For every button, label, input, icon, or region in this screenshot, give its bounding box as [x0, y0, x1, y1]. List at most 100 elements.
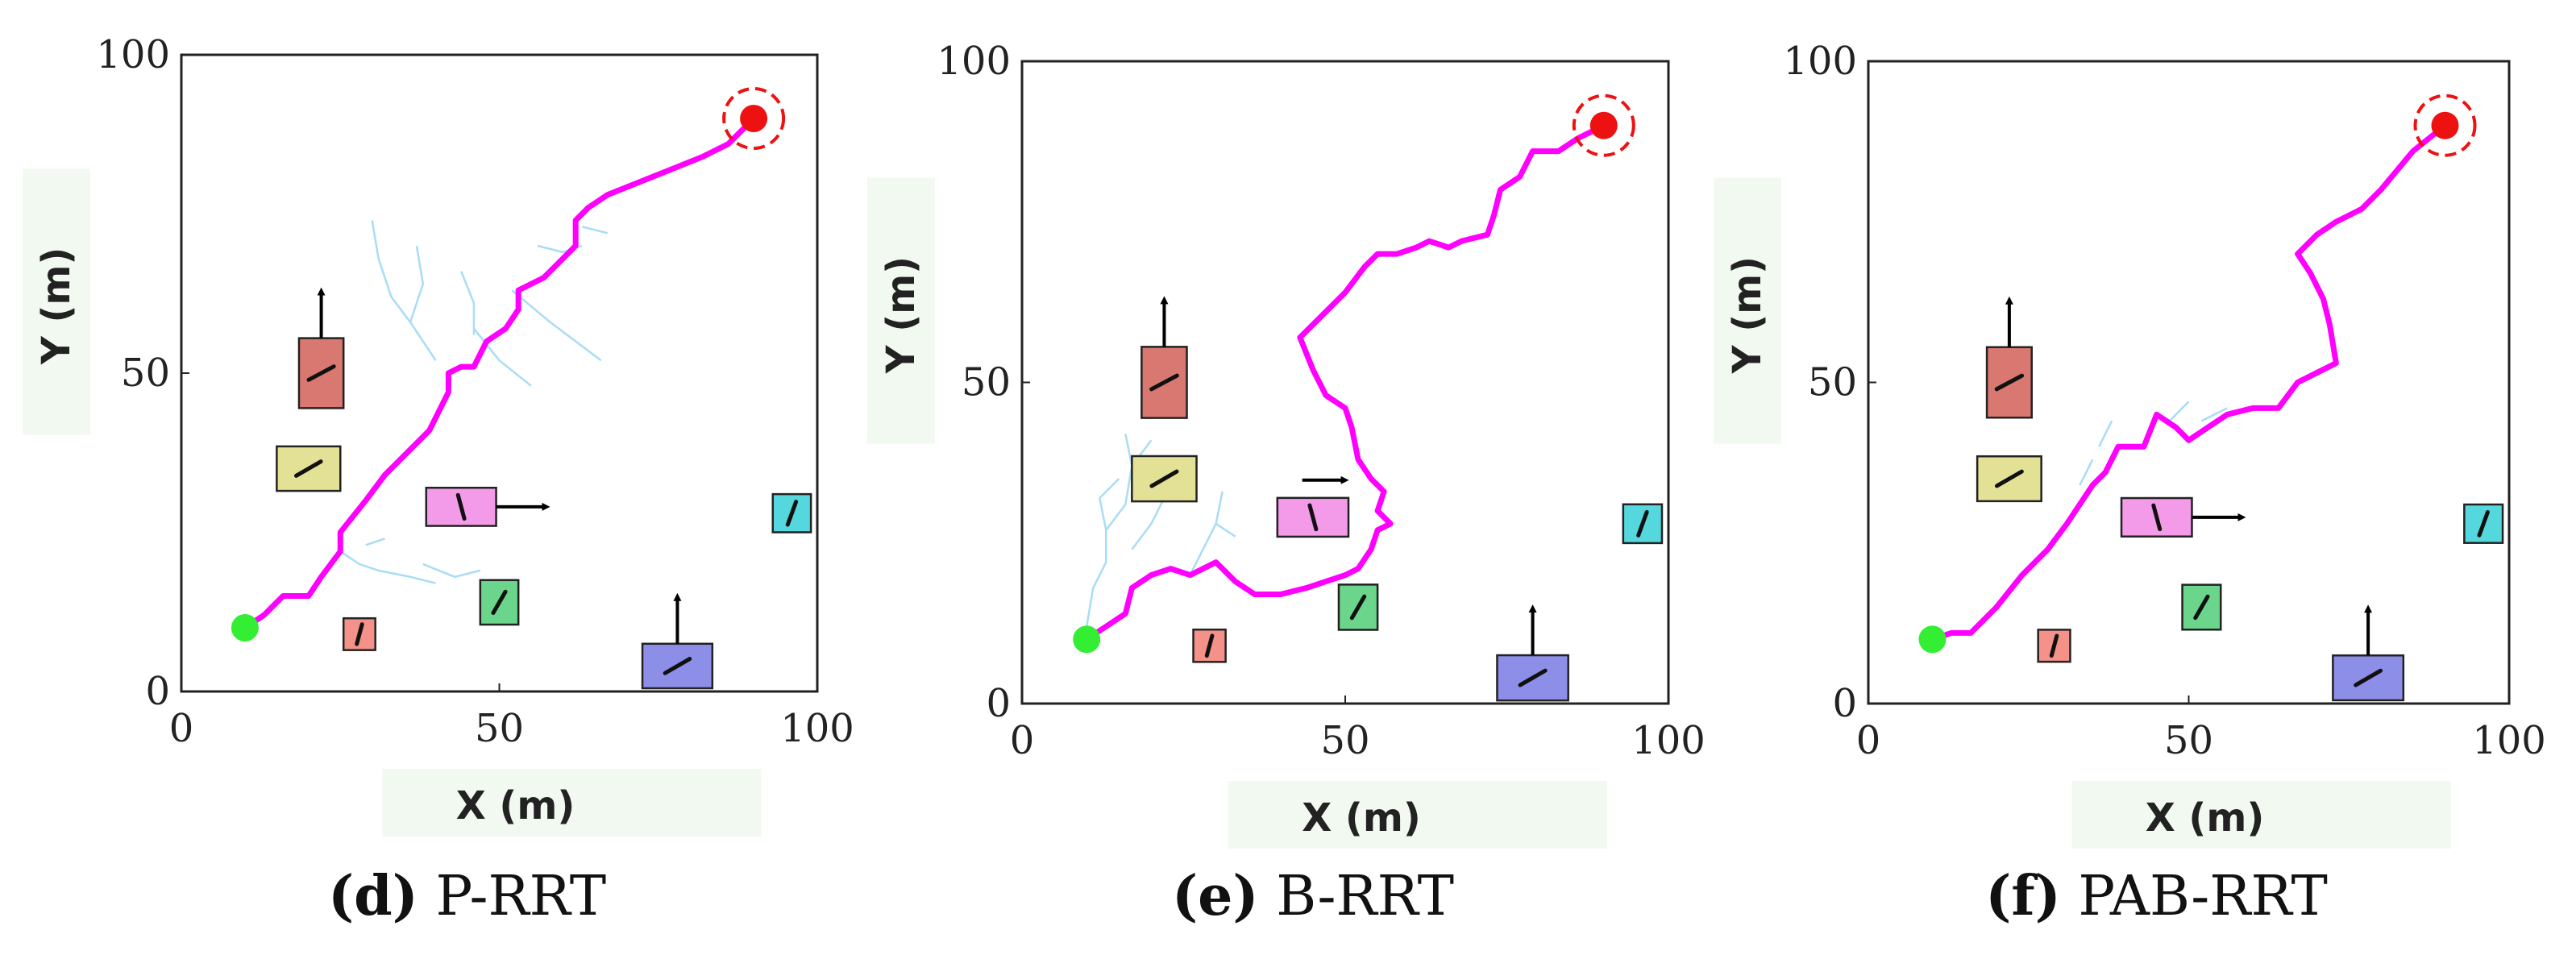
y-axis-label-group: Y (m)	[23, 168, 90, 435]
obstacle-heading-mark	[1204, 633, 1215, 658]
x-tick-label: 0	[1856, 718, 1881, 763]
start-point	[1073, 625, 1101, 654]
x-tick-label: 0	[1010, 718, 1035, 763]
tree-branch	[422, 563, 481, 579]
x-axis-label-group: X (m)	[2071, 781, 2451, 849]
y-tick-label: 0	[1832, 681, 1857, 726]
tree-branch	[1085, 497, 1107, 627]
x-axis-label-background	[1228, 781, 1607, 849]
x-tick-label: 100	[1631, 718, 1706, 763]
y-tick-label: 0	[986, 681, 1011, 726]
tree-branch	[409, 245, 425, 323]
goal-region	[2413, 93, 2477, 157]
obstacle-heading-mark	[1149, 469, 1179, 488]
y-tick-label: 0	[145, 669, 170, 714]
caption-text: P-RRT	[418, 865, 606, 928]
planned-path	[1930, 122, 2448, 642]
goal-region	[722, 87, 786, 150]
goal-point	[2431, 111, 2459, 139]
tree-branch	[371, 220, 437, 361]
obstacle-heading-mark	[455, 492, 467, 521]
obstacle-heading-mark	[1994, 469, 2024, 488]
obstacle-heading-mark	[491, 589, 508, 616]
x-axis-label-background	[382, 769, 762, 837]
planned-path	[242, 115, 757, 631]
obstacle-heading-mark	[663, 657, 692, 675]
obstacle-heading-mark	[2049, 633, 2059, 658]
obstacle-heading-mark	[1636, 509, 1649, 538]
y-tick-label: 100	[937, 39, 1011, 84]
x-axis-label: X (m)	[456, 783, 575, 828]
plot-marks	[1918, 93, 2504, 702]
goal-point	[740, 105, 768, 132]
y-tick-label: 50	[962, 360, 1011, 405]
tree-branch	[472, 327, 532, 387]
tree-branch	[1131, 497, 1165, 550]
tree-branch	[581, 226, 608, 235]
panel-caption: (f) PAB-RRT	[1985, 864, 2328, 928]
caption-letter: (f)	[1985, 864, 2061, 928]
y-axis-label-group: Y (m)	[1714, 177, 1781, 444]
y-tick-label: 50	[121, 351, 170, 396]
y-axis-label: Y (m)	[1725, 256, 1770, 374]
x-tick-label: 50	[1320, 718, 1369, 763]
panel-caption: (e) B-RRT	[1172, 864, 1454, 928]
y-tick-label: 100	[1783, 39, 1857, 84]
tree-branch	[1105, 434, 1133, 531]
plot-marks	[231, 87, 812, 690]
y-axis-label-background	[23, 168, 90, 435]
obstacle-heading-mark	[2354, 668, 2383, 687]
obstacle-heading-mark	[1149, 373, 1179, 392]
obstacle-heading-mark	[1518, 668, 1548, 687]
plot-marks	[1073, 93, 1664, 702]
y-axis-label-background	[1714, 177, 1781, 444]
obstacle-heading-mark	[355, 622, 364, 646]
start-point	[231, 614, 259, 642]
panel-d: Y (m) X (m) 0 50 100 0 50 100 (d) P-RRT	[23, 32, 854, 928]
x-tick-label: 50	[475, 706, 524, 751]
tree-branch	[2098, 420, 2113, 447]
x-axis-label-background	[2071, 781, 2451, 849]
tree-branch	[459, 271, 476, 335]
obstacle-heading-mark	[293, 459, 323, 478]
start-point	[1918, 625, 1947, 654]
obstacle-heading-mark	[1349, 594, 1367, 621]
x-axis-label: X (m)	[1302, 795, 1421, 841]
y-axis-label-background	[867, 177, 935, 444]
tree-branch	[1215, 491, 1224, 525]
obstacle-heading-mark	[1994, 373, 2025, 392]
y-axis-label: Y (m)	[879, 256, 924, 374]
y-axis-label: Y (m)	[34, 247, 79, 365]
x-axis-label: X (m)	[2146, 795, 2265, 841]
obstacle-heading-mark	[2193, 594, 2210, 621]
obstacle-heading-mark	[785, 500, 799, 527]
caption-letter: (e)	[1172, 864, 1259, 928]
tree-branch	[511, 289, 602, 362]
planned-path	[1083, 122, 1607, 642]
x-axis-label-group: X (m)	[382, 769, 762, 837]
goal-point	[1589, 111, 1618, 139]
tree-branch	[1099, 478, 1120, 499]
x-tick-label: 100	[2472, 718, 2546, 763]
tree-branch	[1189, 522, 1236, 576]
caption-text: B-RRT	[1259, 865, 1454, 928]
obstacle-heading-mark	[1307, 503, 1319, 532]
tree-branch	[2079, 459, 2094, 486]
panel-e: Y (m) X (m) 0 50 100 0 50 100 (e) B-RRT	[867, 39, 1706, 928]
tree-branch	[365, 538, 385, 546]
tree-branch	[339, 550, 436, 584]
panel-f: Y (m) X (m) 0 50 100 0 50 100 (f) PAB-RR…	[1714, 39, 2546, 928]
y-tick-label: 50	[1808, 360, 1857, 405]
x-tick-label: 0	[169, 706, 194, 751]
x-tick-label: 50	[2164, 718, 2213, 763]
caption-text: PAB-RRT	[2061, 865, 2328, 928]
x-tick-label: 100	[780, 706, 854, 751]
obstacle	[2332, 654, 2405, 702]
obstacle-heading-mark	[306, 364, 336, 382]
obstacle-heading-mark	[2477, 509, 2490, 538]
obstacle-heading-mark	[2151, 503, 2163, 532]
y-axis-label-group: Y (m)	[867, 177, 935, 444]
panel-caption: (d) P-RRT	[328, 864, 606, 928]
tree-branch	[2200, 407, 2228, 422]
